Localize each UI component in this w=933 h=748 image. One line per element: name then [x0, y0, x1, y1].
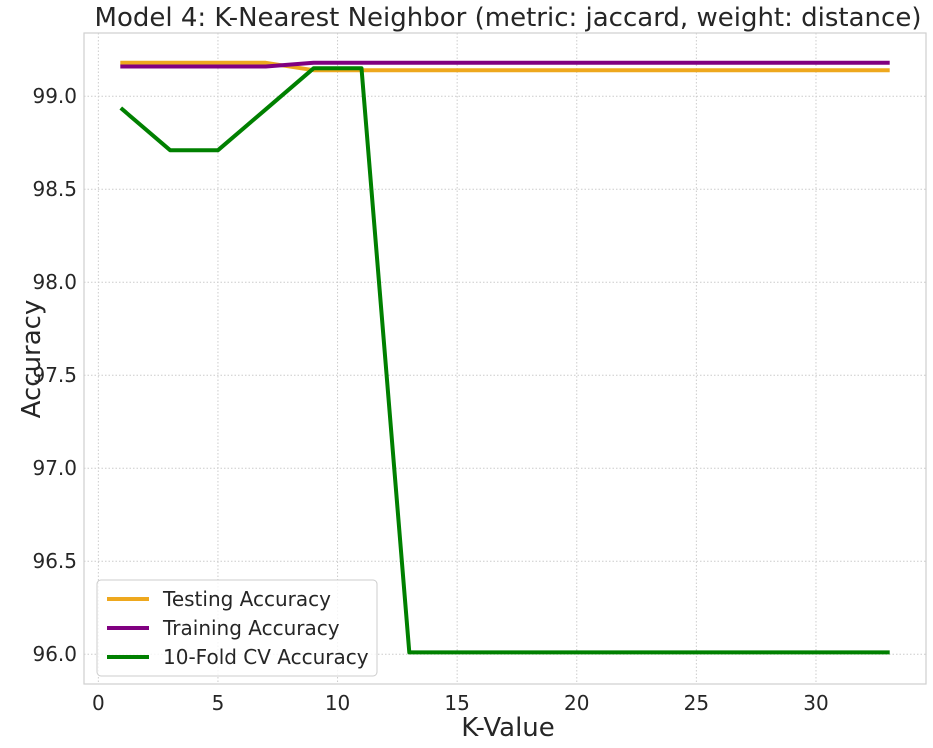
x-axis-title: K-Value — [461, 713, 555, 743]
y-tick-label: 98.5 — [32, 177, 77, 201]
y-tick-labels: 96.0 96.5 97.0 97.5 98.0 98.5 99.0 — [32, 84, 77, 666]
x-tick-label: 15 — [444, 691, 469, 715]
legend-box — [96, 579, 378, 677]
grid — [84, 33, 926, 684]
y-tick-label: 97.0 — [32, 456, 77, 480]
x-tick-label: 20 — [564, 691, 589, 715]
x-tick-label: 0 — [92, 691, 105, 715]
y-tick-label: 98.0 — [32, 270, 77, 294]
series-lines — [119, 60, 890, 655]
x-tick-label: 10 — [325, 691, 350, 715]
series-line-3 — [119, 66, 890, 655]
chart-title: Model 4: K-Nearest Neighbor (metric: jac… — [95, 3, 922, 33]
legend-label: Testing Accuracy — [162, 587, 331, 611]
series-line-2 — [120, 60, 890, 69]
x-tick-label: 5 — [212, 691, 225, 715]
y-tick-label: 97.5 — [32, 363, 77, 387]
legend-label: Training Accuracy — [162, 616, 340, 640]
x-tick-label: 30 — [803, 691, 828, 715]
series-line-1 — [120, 60, 890, 73]
plot-frame — [83, 32, 927, 685]
y-tick-label: 99.0 — [32, 84, 77, 108]
legend-label: 10-Fold CV Accuracy — [163, 645, 369, 669]
y-tick-label: 96.0 — [32, 642, 77, 666]
y-axis-title: Accuracy — [17, 300, 47, 419]
legend: Testing Accuracy Training Accuracy 10-Fold… — [96, 579, 378, 677]
y-tick-label: 96.5 — [32, 549, 77, 573]
x-tick-labels: 0 5 10 15 20 25 30 — [92, 691, 829, 715]
x-tick-label: 25 — [684, 691, 709, 715]
